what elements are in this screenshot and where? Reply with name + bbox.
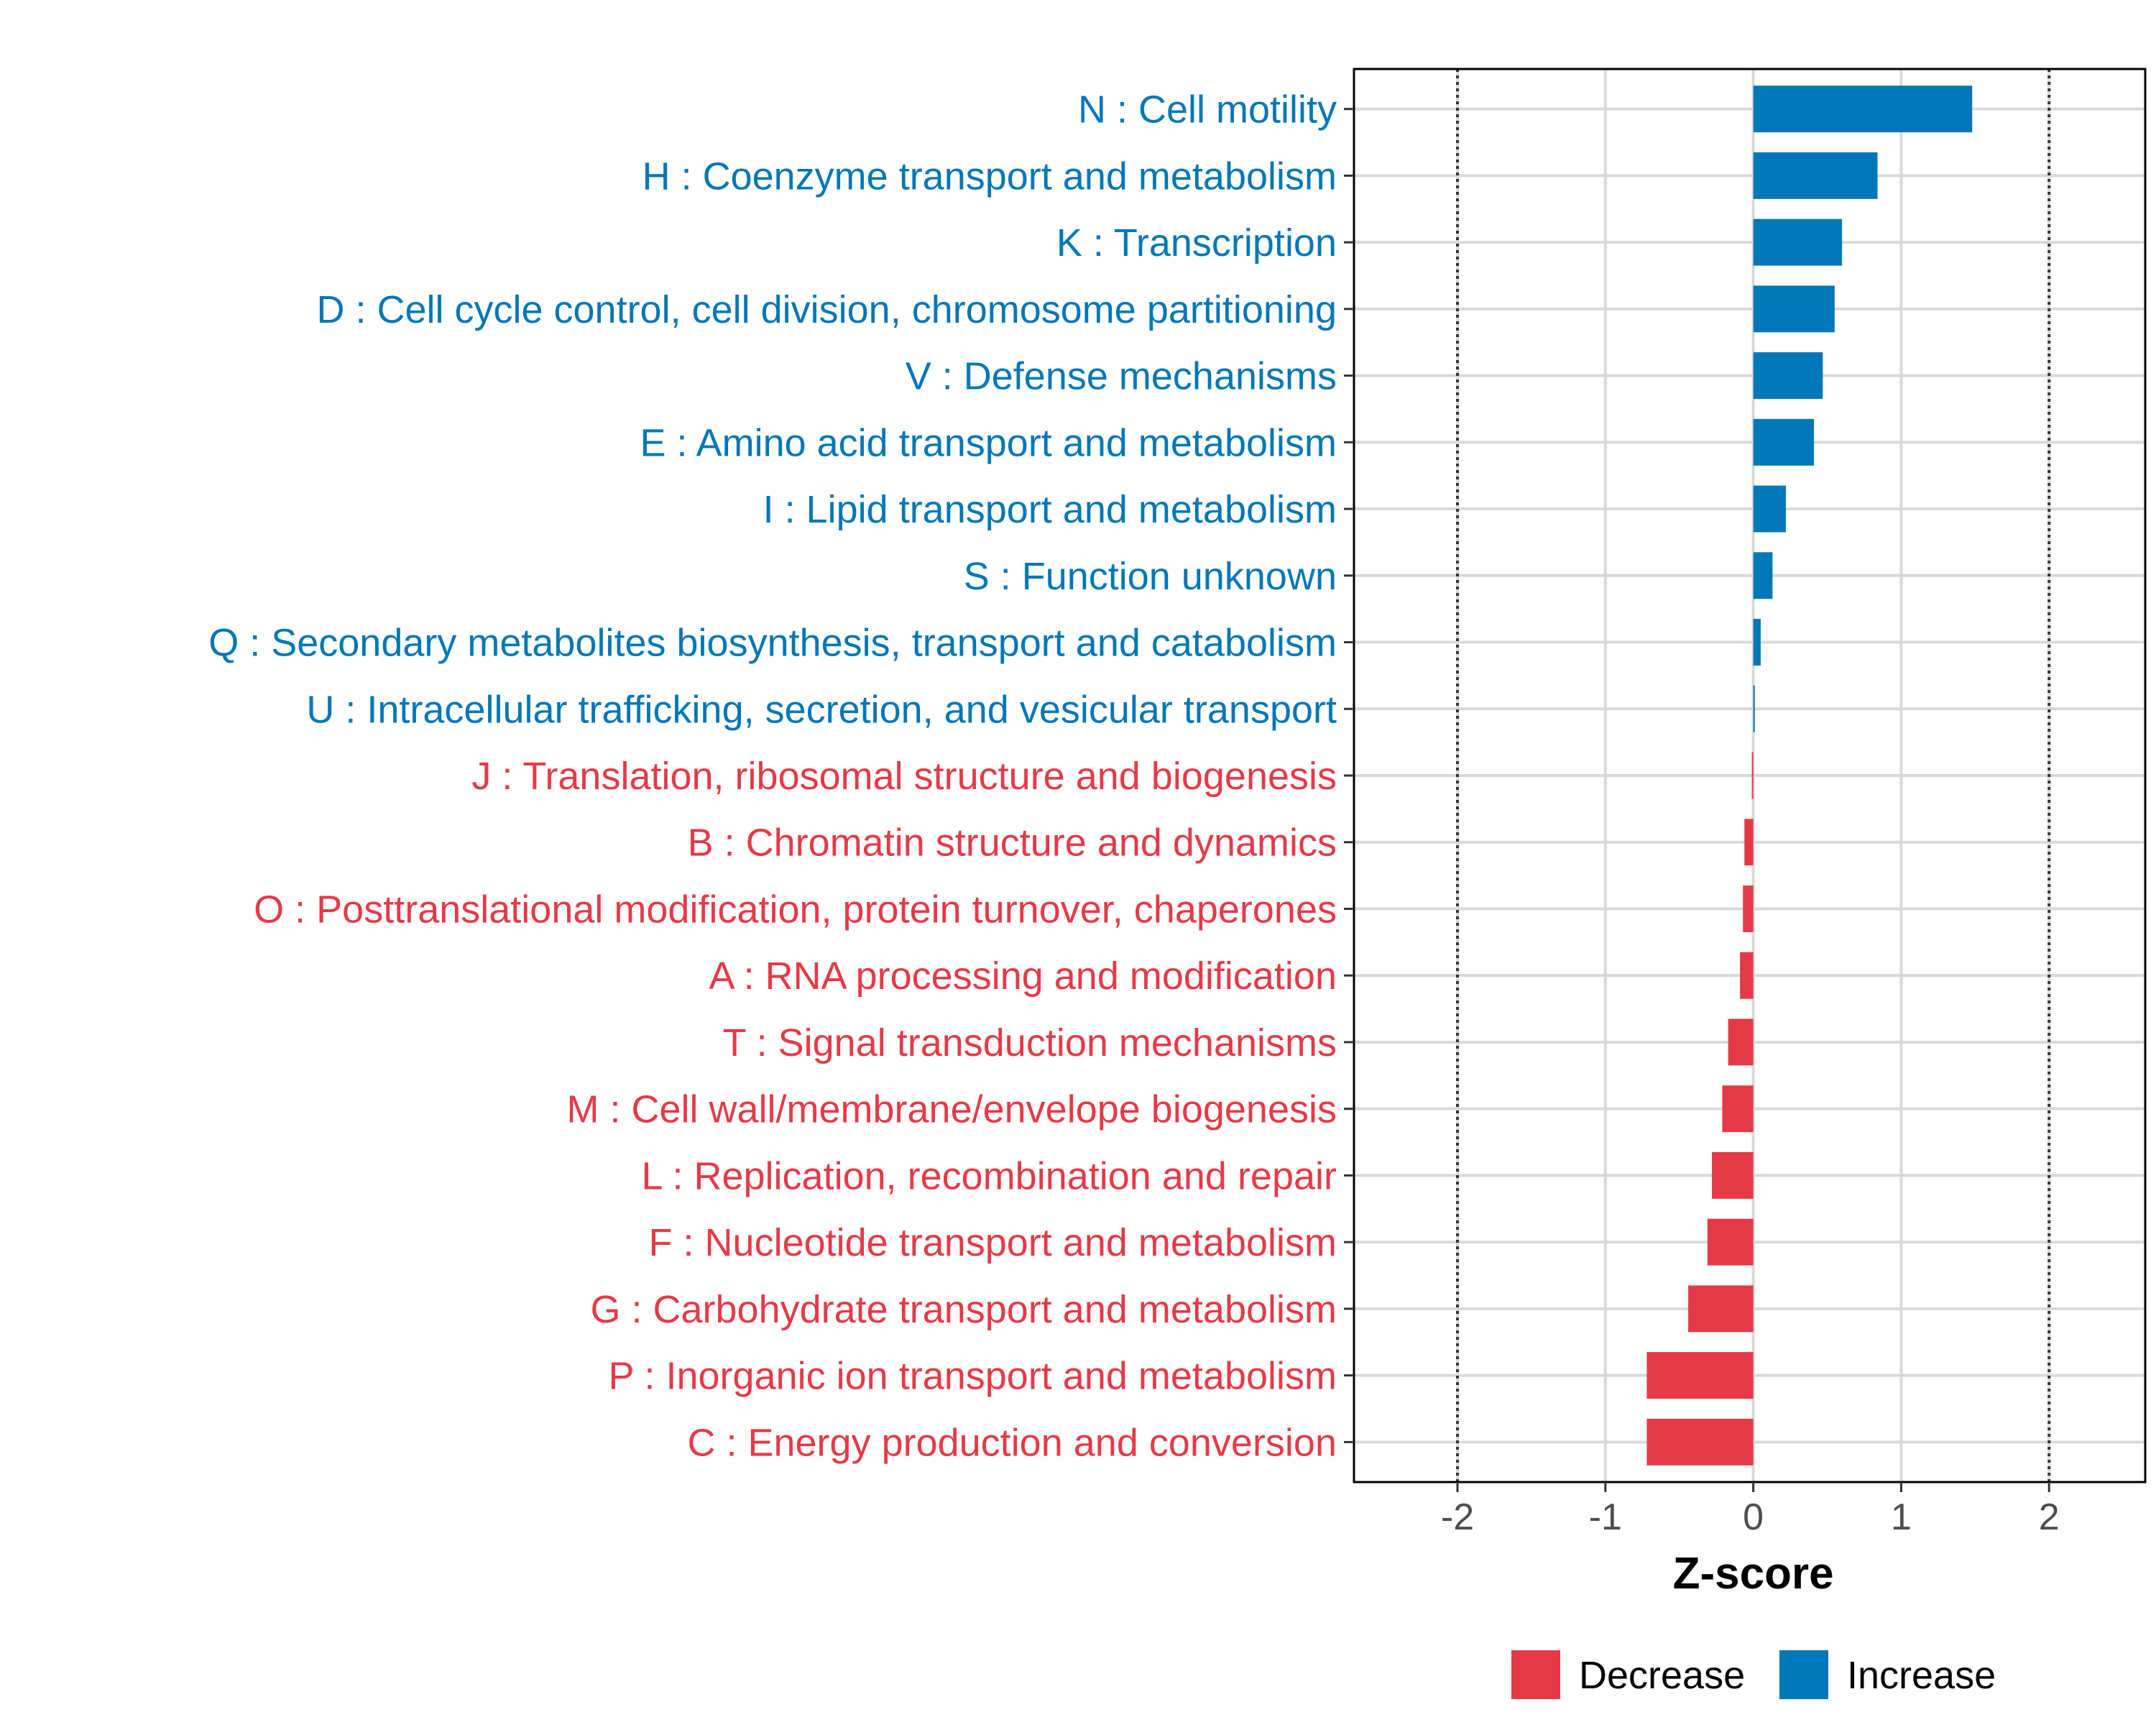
- bar: [1712, 1151, 1754, 1199]
- category-label: Q : Secondary metabolites biosynthesis, …: [208, 622, 1337, 665]
- category-label: H : Coenzyme transport and metabolism: [642, 155, 1337, 198]
- category-label: F : Nucleotide transport and metabolism: [649, 1221, 1337, 1264]
- category-label: C : Energy production and conversion: [687, 1421, 1337, 1464]
- bar: [1753, 418, 1815, 466]
- x-tick-label: -1: [1589, 1496, 1622, 1538]
- bar: [1753, 218, 1843, 266]
- bar: [1751, 752, 1754, 799]
- bar: [1707, 1218, 1754, 1266]
- bar: [1722, 1085, 1754, 1133]
- bar: [1743, 886, 1754, 932]
- x-tick-label: 0: [1743, 1496, 1764, 1538]
- bars: [1646, 86, 1973, 1466]
- category-label: U : Intracellular trafficking, secretion…: [306, 688, 1337, 731]
- legend-label: Decrease: [1579, 1654, 1745, 1697]
- category-label: T : Signal transduction mechanisms: [723, 1021, 1337, 1064]
- category-label: P : Inorganic ion transport and metaboli…: [608, 1355, 1337, 1398]
- x-axis-ticks: -2 -1 0 1 2: [1441, 1482, 2060, 1538]
- bar: [1753, 552, 1773, 599]
- category-label: D : Cell cycle control, cell division, c…: [316, 288, 1337, 331]
- bar: [1646, 1352, 1754, 1399]
- bar: [1740, 952, 1754, 999]
- bar: [1753, 86, 1973, 133]
- legend: Decrease Increase: [1511, 1650, 1996, 1699]
- bar: [1744, 819, 1754, 866]
- category-label: K : Transcription: [1056, 221, 1337, 264]
- bar: [1753, 352, 1823, 400]
- category-label: J : Translation, ribosomal structure and…: [471, 755, 1337, 798]
- bar: [1753, 685, 1755, 732]
- category-label: O : Posttranslational modification, prot…: [254, 888, 1337, 931]
- category-label: A : RNA processing and modification: [709, 954, 1337, 998]
- bar: [1688, 1285, 1754, 1333]
- category-label: M : Cell wall/membrane/envelope biogenes…: [566, 1088, 1337, 1131]
- x-tick-label: 2: [2039, 1496, 2060, 1538]
- category-labels: N : Cell motility H : Coenzyme transport …: [208, 88, 1337, 1465]
- category-label: L : Replication, recombination and repai…: [641, 1154, 1337, 1197]
- bar: [1646, 1418, 1754, 1466]
- legend-swatch: [1511, 1650, 1560, 1699]
- legend-swatch: [1779, 1650, 1828, 1699]
- category-label: G : Carbohydrate transport and metabolis…: [591, 1288, 1337, 1331]
- bar: [1753, 619, 1761, 666]
- category-label: B : Chromatin structure and dynamics: [688, 822, 1337, 865]
- y-axis-ticks: [1344, 108, 1354, 1443]
- bar: [1753, 152, 1878, 199]
- category-label: E : Amino acid transport and metabolism: [640, 421, 1337, 464]
- bar: [1753, 285, 1835, 333]
- reference-lines: [1456, 69, 2051, 1482]
- x-axis-title: Z-score: [1673, 1549, 1834, 1598]
- bar: [1728, 1018, 1754, 1066]
- bar: [1753, 485, 1786, 533]
- legend-label: Increase: [1847, 1654, 1996, 1697]
- x-tick-label: 1: [1891, 1496, 1912, 1538]
- category-label: V : Defense mechanisms: [906, 355, 1337, 398]
- category-label: S : Function unknown: [964, 555, 1337, 598]
- x-tick-label: -2: [1441, 1496, 1474, 1538]
- category-label: N : Cell motility: [1078, 88, 1337, 132]
- category-label: I : Lipid transport and metabolism: [763, 488, 1337, 531]
